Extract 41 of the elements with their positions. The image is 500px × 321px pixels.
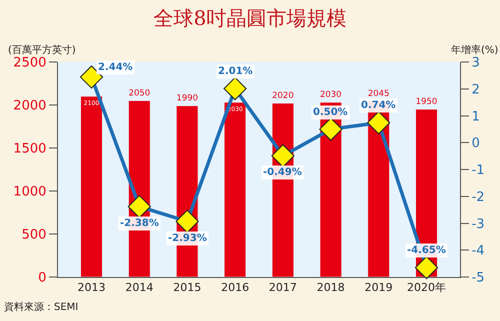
- y2-tick-label: -2: [472, 190, 485, 205]
- y-tick-label: 2000: [13, 98, 46, 114]
- x-tick-label: 2016: [221, 281, 250, 294]
- x-tick-label: 2020年: [407, 281, 446, 294]
- data-label: 1990: [176, 92, 198, 103]
- chart-title: 全球8吋晶圓市場規模: [154, 6, 346, 30]
- y2-tick-label: 1: [472, 109, 480, 124]
- data-label: -4.65%: [407, 245, 446, 256]
- y-tick-label: 0: [38, 270, 46, 286]
- x-tick-label: 2019: [364, 281, 393, 294]
- y2-tick-label: 2: [472, 82, 480, 98]
- x-tick-label: 2015: [173, 281, 202, 294]
- data-label: -2.93%: [168, 233, 207, 244]
- data-label: -2.38%: [120, 218, 159, 229]
- y2-tick-label: 3: [472, 56, 480, 71]
- data-label: 2045: [368, 88, 390, 98]
- x-tick-label: 2017: [268, 281, 297, 294]
- data-label: 2050: [128, 87, 150, 98]
- y-axis-title: (百萬平方英寸): [8, 44, 76, 56]
- data-label: 2.01%: [218, 66, 253, 77]
- y2-tick-label: -4: [472, 244, 485, 259]
- x-tick-label: 2013: [78, 281, 106, 294]
- y-tick-label: 500: [22, 228, 46, 243]
- y2-tick-label: -1: [472, 163, 485, 178]
- x-tick-label: 2018: [316, 281, 345, 294]
- data-label: 2.44%: [98, 62, 133, 73]
- data-label: 0.50%: [313, 107, 348, 118]
- y2-tick-label: 0: [472, 136, 480, 152]
- x-tick-label: 2014: [125, 281, 154, 294]
- y2-axis-title: 年增率(%): [451, 44, 498, 56]
- y-tick-label: 1500: [13, 142, 46, 157]
- data-label: 2030: [320, 89, 342, 100]
- source-note: 資料來源：SEMI: [4, 301, 78, 313]
- data-label: 2020: [272, 90, 294, 100]
- y-tick-label: 2500: [13, 56, 46, 71]
- data-label: 1950: [416, 96, 438, 106]
- y-tick-label: 1000: [13, 184, 46, 200]
- y2-tick-label: -3: [472, 216, 485, 232]
- data-label: -0.49%: [263, 167, 302, 178]
- data-label: 0.74%: [361, 100, 396, 111]
- y2-tick-label: -5: [472, 270, 485, 286]
